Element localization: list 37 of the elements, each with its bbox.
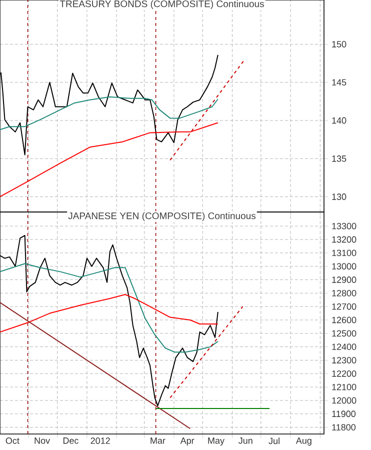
chart-title: JAPANESE YEN (COMPOSITE) Continuous bbox=[68, 212, 256, 222]
x-tick-label: Oct bbox=[6, 438, 20, 444]
y-tick-label: 12700 bbox=[332, 303, 356, 310]
y-tick-label: 13100 bbox=[332, 250, 356, 256]
y-tick-label: 13300 bbox=[332, 222, 356, 230]
y-tick-label: 12100 bbox=[332, 384, 356, 390]
y-tick-label: 12800 bbox=[332, 290, 356, 296]
x-tick-label: Apr bbox=[180, 438, 194, 446]
line-series bbox=[0, 294, 218, 333]
line-series bbox=[0, 122, 218, 198]
x-tick-label: May bbox=[208, 438, 224, 446]
y-tick-label: 12000 bbox=[332, 397, 356, 404]
y-tick-label: 135 bbox=[332, 155, 346, 162]
y-tick-label: 13200 bbox=[332, 236, 356, 243]
y-tick-label: 12200 bbox=[332, 370, 356, 377]
y-tick-label: 130 bbox=[332, 194, 346, 200]
y-tick-label: 11900 bbox=[332, 410, 356, 418]
x-tick-label: Jul bbox=[268, 438, 280, 444]
y-tick-label: 140 bbox=[332, 117, 346, 124]
y-tick-label: 12400 bbox=[332, 344, 356, 350]
x-tick-label: Dec bbox=[63, 438, 78, 444]
x-tick-label: 2012 bbox=[90, 438, 110, 444]
line-series bbox=[0, 263, 218, 353]
y-tick-label: 12900 bbox=[332, 276, 356, 283]
y-tick-label: 150 bbox=[332, 41, 346, 48]
y-tick-label: 12300 bbox=[332, 357, 356, 364]
line-series bbox=[0, 96, 218, 130]
x-tick-label: Mar bbox=[150, 438, 166, 444]
y-tick-label: 12600 bbox=[332, 316, 356, 324]
x-tick-label: Jun bbox=[238, 438, 252, 444]
y-tick-label: 13000 bbox=[332, 263, 356, 270]
chart-title: TREASURY BONDS (COMPOSITE) Continuous bbox=[60, 0, 264, 10]
x-tick-label: Nov bbox=[34, 438, 50, 444]
x-tick-label: Aug bbox=[296, 438, 312, 446]
y-tick-label: 11800 bbox=[332, 424, 356, 430]
y-tick-label: 145 bbox=[332, 79, 346, 86]
y-tick-label: 12500 bbox=[332, 330, 356, 337]
